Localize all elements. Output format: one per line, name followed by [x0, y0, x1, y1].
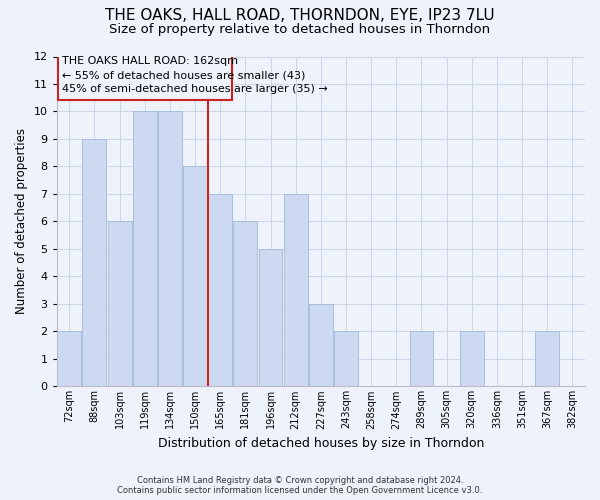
- Bar: [535, 332, 559, 386]
- Bar: [158, 112, 182, 386]
- Text: THE OAKS HALL ROAD: 162sqm: THE OAKS HALL ROAD: 162sqm: [62, 56, 238, 66]
- Text: Contains HM Land Registry data © Crown copyright and database right 2024.
Contai: Contains HM Land Registry data © Crown c…: [118, 476, 482, 495]
- Bar: [284, 194, 308, 386]
- Text: THE OAKS, HALL ROAD, THORNDON, EYE, IP23 7LU: THE OAKS, HALL ROAD, THORNDON, EYE, IP23…: [105, 8, 495, 22]
- X-axis label: Distribution of detached houses by size in Thorndon: Distribution of detached houses by size …: [158, 437, 484, 450]
- Bar: [410, 332, 433, 386]
- Bar: [58, 332, 81, 386]
- Bar: [82, 139, 106, 386]
- Bar: [334, 332, 358, 386]
- Text: 45% of semi-detached houses are larger (35) →: 45% of semi-detached houses are larger (…: [62, 84, 328, 94]
- Bar: [183, 166, 207, 386]
- Text: ← 55% of detached houses are smaller (43): ← 55% of detached houses are smaller (43…: [62, 70, 305, 80]
- Bar: [133, 112, 157, 386]
- Y-axis label: Number of detached properties: Number of detached properties: [15, 128, 28, 314]
- Bar: [309, 304, 333, 386]
- Bar: [460, 332, 484, 386]
- Bar: [107, 222, 131, 386]
- FancyBboxPatch shape: [58, 52, 232, 100]
- Text: Size of property relative to detached houses in Thorndon: Size of property relative to detached ho…: [109, 22, 491, 36]
- Bar: [259, 249, 283, 386]
- Bar: [233, 222, 257, 386]
- Bar: [208, 194, 232, 386]
